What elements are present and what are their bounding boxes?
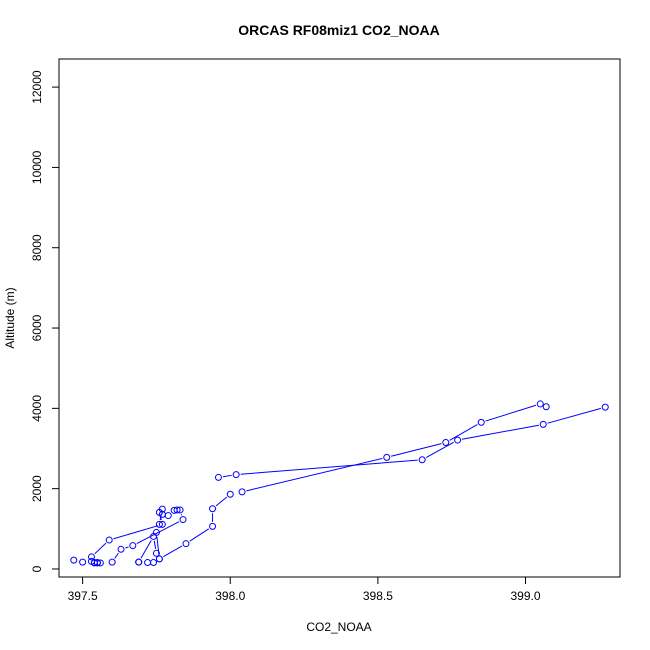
data-point <box>173 506 181 514</box>
series-segment <box>485 404 537 422</box>
y-tick-label: 12000 <box>30 70 44 104</box>
data-point <box>79 558 87 566</box>
y-tick-label: 0 <box>30 565 44 572</box>
data-point <box>149 559 157 567</box>
data-point <box>477 418 485 426</box>
data-point <box>542 403 550 411</box>
data-point <box>232 471 240 479</box>
series <box>108 505 187 567</box>
data-point <box>93 559 101 567</box>
data-point <box>96 559 104 567</box>
series <box>70 508 166 567</box>
data-point <box>442 438 450 446</box>
y-tick-label: 2000 <box>30 475 44 502</box>
series <box>214 403 609 481</box>
data-point <box>158 510 166 518</box>
chart-title: ORCAS RF08miz1 CO2_NOAA <box>238 22 440 38</box>
data-point <box>179 516 187 524</box>
data-point <box>539 420 547 428</box>
x-tick-label: 398.5 <box>363 589 393 603</box>
series <box>238 400 550 496</box>
data-point <box>418 456 426 464</box>
series-segment <box>125 546 129 549</box>
series-segment <box>156 536 160 555</box>
series-segment <box>189 528 210 542</box>
series-segment <box>114 552 119 559</box>
data-point <box>238 488 246 496</box>
series-segment <box>136 521 180 545</box>
y-axis: 0 2000 4000 6000 8000 10000 12000 <box>30 70 60 572</box>
plot-area <box>70 400 609 567</box>
data-point <box>182 540 190 548</box>
data-point <box>108 558 116 566</box>
data-point <box>105 536 113 544</box>
data-point <box>176 506 184 514</box>
series-segment <box>449 424 478 441</box>
data-point <box>454 436 462 444</box>
y-tick-label: 6000 <box>30 314 44 341</box>
data-point <box>536 400 544 408</box>
data-point <box>214 473 222 481</box>
series-segment <box>461 424 539 440</box>
y-tick-label: 4000 <box>30 395 44 422</box>
data-point <box>152 549 160 557</box>
data-point <box>209 505 217 513</box>
series-segment <box>425 441 454 458</box>
data-point <box>226 490 234 498</box>
x-tick-label: 398.0 <box>215 589 245 603</box>
y-tick-label: 8000 <box>30 234 44 261</box>
data-point <box>155 555 163 563</box>
series-segment <box>246 457 383 492</box>
series-segment <box>547 407 602 424</box>
x-axis-label: CO2_NOAA <box>306 620 371 634</box>
data-point <box>601 403 609 411</box>
y-axis-label: Altitude (m) <box>3 287 17 348</box>
series-segment <box>215 496 228 507</box>
data-point <box>129 542 137 550</box>
data-point <box>152 528 160 536</box>
data-point <box>135 558 143 566</box>
data-point <box>70 556 78 564</box>
series-segment <box>222 474 232 478</box>
x-axis: 397.5 398.0 398.5 399.0 <box>68 576 541 603</box>
series-segment <box>163 545 183 558</box>
x-tick-label: 399.0 <box>511 589 541 603</box>
series-segment <box>94 542 107 555</box>
data-point <box>117 545 125 553</box>
data-point <box>158 520 166 528</box>
series-segment <box>390 443 442 457</box>
series-segment <box>153 540 157 549</box>
series-segment <box>140 540 152 559</box>
x-tick-label: 397.5 <box>68 589 98 603</box>
y-tick-label: 10000 <box>30 150 44 184</box>
data-point <box>155 520 163 528</box>
data-point <box>383 453 391 461</box>
data-point <box>87 553 95 561</box>
data-point <box>209 522 217 530</box>
series-segment <box>113 525 159 540</box>
series-segment <box>240 459 418 475</box>
